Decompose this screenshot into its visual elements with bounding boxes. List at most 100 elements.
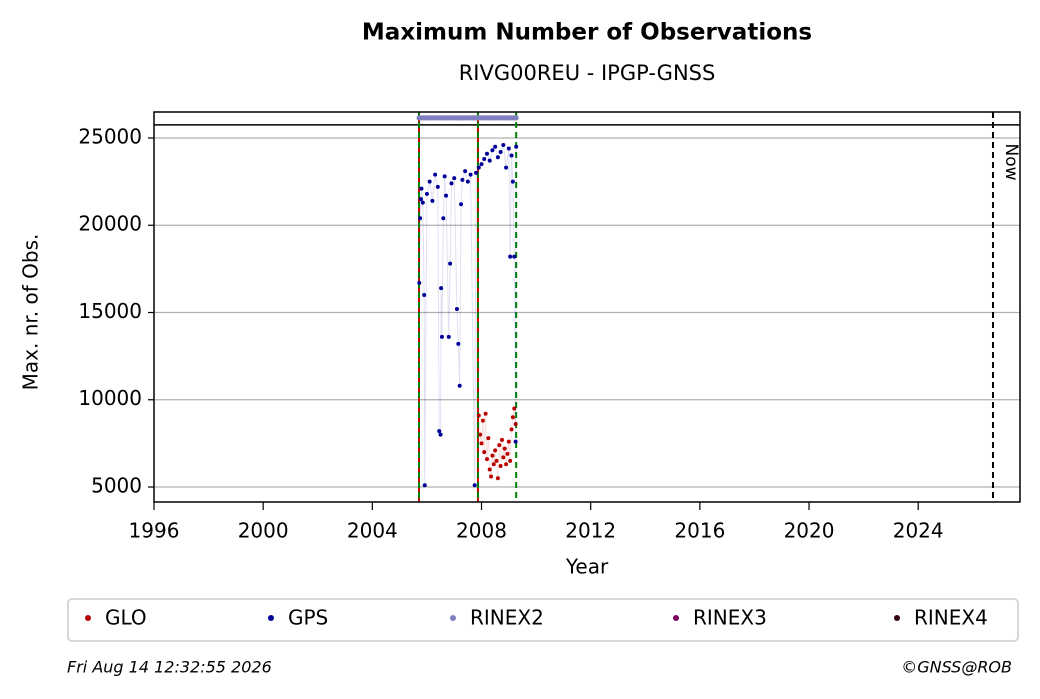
- data-point: [418, 197, 423, 202]
- data-point: [483, 411, 488, 416]
- data-point: [448, 115, 454, 121]
- data-point: [498, 464, 503, 469]
- data-point: [513, 422, 518, 427]
- data-point: [508, 458, 513, 463]
- legend-marker: [85, 615, 91, 621]
- legend-label: RINEX3: [693, 606, 767, 630]
- data-point: [490, 148, 495, 153]
- data-point: [443, 115, 449, 121]
- data-point: [491, 462, 496, 467]
- data-point: [422, 483, 427, 488]
- data-point: [476, 165, 481, 170]
- data-point: [509, 153, 514, 158]
- data-point: [442, 174, 447, 179]
- y-tick-label: 15000: [78, 299, 142, 323]
- data-point: [476, 413, 481, 418]
- x-axis-label: Year: [565, 555, 609, 579]
- x-tick-label: 2004: [347, 519, 398, 543]
- data-point: [454, 307, 459, 312]
- legend-marker: [268, 615, 274, 621]
- legend-marker: [673, 615, 679, 621]
- data-point: [479, 162, 484, 167]
- footer-date: Fri Aug 14 12:32:55 2026: [67, 658, 272, 677]
- data-point: [502, 446, 507, 451]
- data-point: [510, 415, 515, 420]
- data-point: [424, 191, 429, 196]
- data-point: [463, 169, 468, 174]
- series-line: [418, 144, 517, 486]
- data-point: [484, 151, 489, 156]
- x-tick-label: 2012: [565, 519, 616, 543]
- data-point: [449, 181, 454, 186]
- x-tick-label: 2000: [238, 519, 289, 543]
- data-point: [472, 483, 477, 488]
- data-point: [504, 165, 509, 170]
- data-point: [438, 432, 443, 437]
- data-point: [495, 476, 500, 481]
- data-point: [454, 115, 460, 121]
- data-point: [493, 144, 498, 149]
- data-point: [427, 179, 432, 184]
- data-point: [465, 115, 471, 121]
- data-point: [419, 186, 424, 191]
- x-tick-label: 1996: [129, 519, 180, 543]
- data-point: [514, 144, 519, 149]
- legend-label: GLO: [105, 606, 147, 630]
- data-point: [512, 254, 517, 259]
- data-point: [439, 334, 444, 339]
- data-point: [493, 448, 498, 453]
- data-point: [498, 115, 504, 121]
- data-point: [509, 115, 515, 121]
- data-point: [459, 202, 464, 207]
- data-point: [416, 115, 422, 121]
- data-point: [439, 286, 444, 291]
- data-point: [459, 115, 465, 121]
- now-label: Now: [1001, 143, 1021, 180]
- data-point: [489, 474, 494, 479]
- data-point: [512, 406, 517, 411]
- data-point: [490, 453, 495, 458]
- legend-box: [67, 598, 1019, 642]
- data-point: [433, 172, 438, 177]
- footer-copyright: ©GNSS@ROB: [901, 658, 1012, 677]
- data-point: [422, 293, 427, 298]
- data-point: [476, 115, 482, 121]
- data-point: [494, 458, 499, 463]
- data-point: [435, 184, 440, 189]
- data-point: [478, 432, 483, 437]
- data-point: [484, 457, 489, 462]
- data-point: [438, 115, 444, 121]
- y-tick-label: 25000: [78, 125, 142, 149]
- data-point: [418, 216, 423, 221]
- data-point: [480, 418, 485, 423]
- data-point: [482, 156, 487, 161]
- data-point: [510, 179, 515, 184]
- data-point: [456, 341, 461, 346]
- y-tick-label: 10000: [78, 386, 142, 410]
- y-axis-label: Max. nr. of Obs.: [19, 234, 43, 391]
- x-tick-label: 2008: [456, 519, 507, 543]
- data-point: [482, 450, 487, 455]
- x-tick-label: 2024: [893, 519, 944, 543]
- data-point: [504, 462, 509, 467]
- data-point: [441, 216, 446, 221]
- data-point: [427, 115, 433, 121]
- data-point: [513, 439, 518, 444]
- series-line: [478, 408, 517, 479]
- data-point: [448, 261, 453, 266]
- data-point: [452, 176, 457, 181]
- data-point: [506, 146, 511, 151]
- data-point: [479, 441, 484, 446]
- data-point: [460, 177, 465, 182]
- data-point: [508, 254, 513, 259]
- data-point: [501, 455, 506, 460]
- data-point: [498, 149, 503, 154]
- data-point: [487, 467, 492, 472]
- data-point: [457, 383, 462, 388]
- data-point: [417, 280, 422, 285]
- data-point: [506, 439, 511, 444]
- data-point: [432, 115, 438, 121]
- data-point: [420, 200, 425, 205]
- data-point: [492, 115, 498, 121]
